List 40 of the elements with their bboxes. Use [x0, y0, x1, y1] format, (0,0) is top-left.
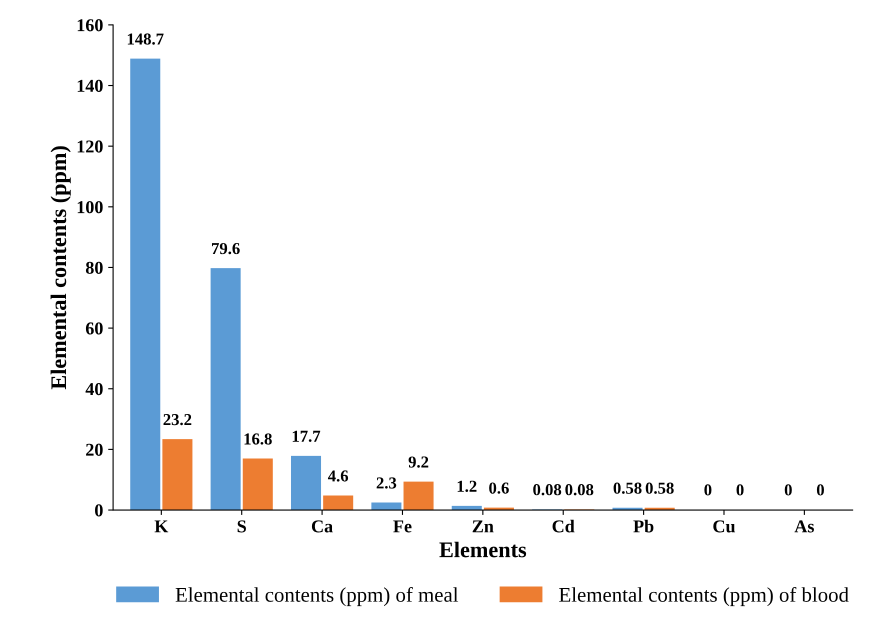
data-label: 0 — [736, 484, 744, 496]
y-tick-label: 120 — [78, 140, 103, 153]
data-label: 0.58 — [646, 482, 674, 494]
data-label: 0 — [704, 484, 712, 496]
y-tick-label: 40 — [86, 383, 103, 396]
y-tick-label: 60 — [86, 322, 103, 335]
y-tick-label: 160 — [78, 19, 103, 32]
y-tick-label: 100 — [78, 201, 103, 214]
x-tick-label: Cd — [552, 520, 575, 532]
data-label: 9.2 — [408, 456, 428, 468]
data-label: 4.6 — [328, 470, 348, 482]
y-tick-label: 20 — [86, 444, 103, 456]
data-label: 17.7 — [292, 430, 320, 442]
data-label: 79.6 — [212, 242, 240, 254]
data-label: 0.6 — [489, 482, 509, 494]
x-tick-label: Zn — [472, 520, 494, 532]
data-label: 2.3 — [376, 477, 396, 489]
x-axis-title: Elements — [439, 542, 526, 558]
data-label: 148.7 — [128, 33, 164, 45]
data-label: 16.8 — [244, 433, 272, 445]
x-tick-label: Ca — [312, 520, 333, 532]
data-label: 0.08 — [565, 484, 594, 496]
data-label: 0 — [784, 484, 792, 496]
y-tick-label: 80 — [86, 262, 103, 274]
x-tick-label: Fe — [393, 520, 412, 532]
y-tick-label: 140 — [78, 80, 103, 92]
data-label: 23.2 — [164, 414, 192, 426]
data-label: 0.08 — [533, 484, 562, 496]
y-tick-label: 0 — [95, 504, 103, 516]
x-tick-label: Cu — [713, 520, 736, 533]
data-label: 1.2 — [458, 480, 476, 492]
x-tick-label: S — [238, 520, 246, 532]
x-tick-label: K — [154, 520, 168, 532]
data-label: 0.58 — [614, 482, 642, 494]
legend-label: Elemental contents (ppm) of meal — [176, 587, 458, 606]
legend-label: Elemental contents (ppm) of blood — [559, 587, 849, 606]
x-tick-label: As — [794, 520, 814, 532]
y-axis-title: Elemental contents (ppm) — [50, 146, 71, 390]
data-label: 0 — [816, 484, 824, 496]
x-tick-label: Pb — [633, 520, 654, 532]
